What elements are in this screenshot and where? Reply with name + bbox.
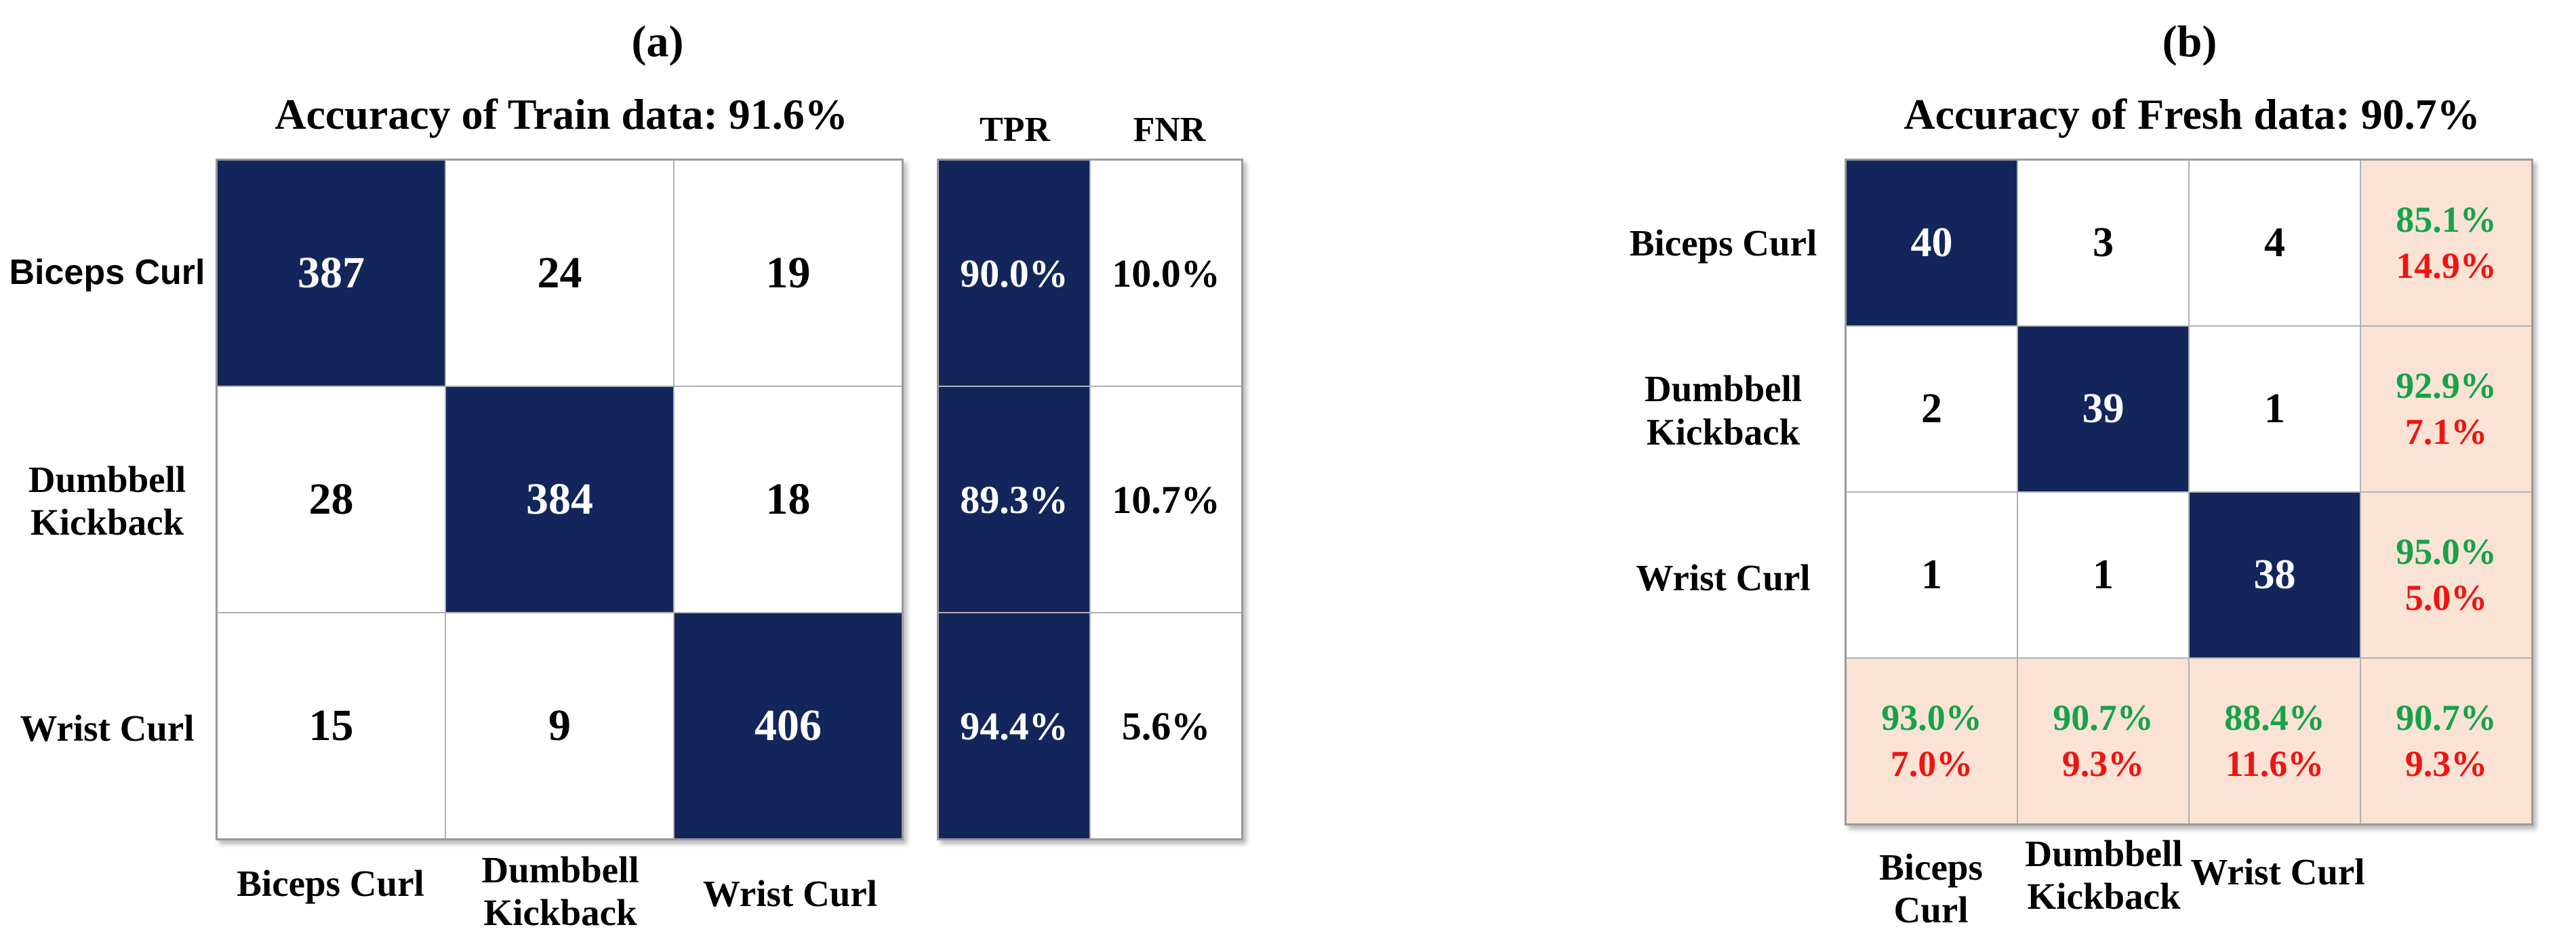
- ppv-value: 88.4%: [2224, 697, 2325, 738]
- tpr-fnr-table: 90.0% 10.0% 89.3% 10.7% 94.4% 5.6%: [937, 159, 1243, 840]
- matrix-a-cell-r1c1: 384: [445, 386, 675, 613]
- fnr-value: 14.9%: [2396, 245, 2497, 286]
- matrix-b-cell-r0c2: 4: [2188, 159, 2361, 327]
- tpr-value: 95.0%: [2396, 531, 2497, 572]
- confusion-matrix-train: 387 24 19 28 384 18 15 9 406: [216, 159, 904, 840]
- fdr-value: 9.3%: [2061, 743, 2145, 784]
- ppv-value: 90.7%: [2053, 697, 2154, 738]
- panel-a-row-label-biceps-curl: Biceps Curl: [9, 253, 205, 293]
- panel-b-row-label-wrist-curl: Wrist Curl: [1636, 556, 1811, 598]
- matrix-b-col-summary-2: 88.4% 11.6%: [2188, 657, 2361, 825]
- fdr-value: 11.6%: [2225, 743, 2325, 784]
- panel-a-label: (a): [631, 17, 684, 66]
- tpr-cell-row1: 89.3%: [937, 386, 1091, 613]
- matrix-b-cell-r1c1: 39: [2017, 325, 2190, 493]
- ppv-value: 93.0%: [1881, 697, 1982, 738]
- panel-b-row-label-biceps-curl: Biceps Curl: [1629, 222, 1817, 264]
- tpr-column-header: TPR: [980, 110, 1050, 149]
- matrix-a-cell-r2c0: 15: [216, 612, 446, 840]
- matrix-a-cell-r1c0: 28: [216, 386, 446, 613]
- matrix-b-cell-r1c0: 2: [1845, 325, 2018, 493]
- panel-a-col-label-wrist-curl: Wrist Curl: [702, 873, 878, 914]
- matrix-b-cell-r2c2: 38: [2188, 491, 2361, 659]
- matrix-a-cell-r0c0: 387: [216, 159, 446, 387]
- matrix-b-cell-r1c2: 1: [2188, 325, 2361, 493]
- tpr-value: 92.9%: [2396, 365, 2497, 406]
- matrix-a-cell-r1c2: 18: [673, 386, 904, 613]
- fnr-column-header: FNR: [1133, 110, 1206, 149]
- panel-a-row-label-wrist-curl: Wrist Curl: [20, 708, 195, 750]
- panel-b-row-label-dumbbell-kickback: Dumbbell Kickback: [1644, 368, 1803, 453]
- fnr-value: 5.0%: [2404, 577, 2488, 618]
- matrix-b-overall-summary: 90.7% 9.3%: [2360, 657, 2533, 825]
- panel-a-col-label-biceps-curl: Biceps Curl: [237, 863, 424, 904]
- matrix-b-col-summary-1: 90.7% 9.3%: [2017, 657, 2190, 825]
- panel-b-label: (b): [2162, 17, 2217, 66]
- fnr-value: 7.1%: [2404, 411, 2488, 452]
- matrix-a-cell-r0c1: 24: [445, 159, 675, 387]
- tpr-value: 85.1%: [2396, 199, 2497, 240]
- matrix-b-cell-r0c0: 40: [1845, 159, 2018, 327]
- panel-b-title: Accuracy of Fresh data: 90.7%: [1904, 90, 2480, 138]
- fnr-cell-row1: 10.7%: [1089, 386, 1243, 613]
- tpr-cell-row2: 94.4%: [937, 612, 1091, 840]
- matrix-b-row-summary-2: 95.0% 5.0%: [2360, 491, 2533, 659]
- matrix-b-row-summary-0: 85.1% 14.9%: [2360, 159, 2533, 327]
- matrix-b-col-summary-0: 93.0% 7.0%: [1845, 657, 2018, 825]
- matrix-b-cell-r0c1: 3: [2017, 159, 2190, 327]
- overall-error-value: 9.3%: [2404, 743, 2488, 784]
- panel-a-title: Accuracy of Train data: 91.6%: [275, 90, 848, 138]
- fdr-value: 7.0%: [1890, 743, 1973, 784]
- panel-b-col-label-dumbbell-kickback: Dumbbell Kickback: [2025, 833, 2183, 918]
- matrix-a-cell-r0c2: 19: [673, 159, 904, 387]
- panel-a-row-label-dumbbell-kickback: Dumbbell Kickback: [28, 458, 186, 543]
- panel-a-col-label-dumbbell-kickback: Dumbbell Kickback: [481, 849, 639, 934]
- confusion-matrix-fresh: 40 3 4 85.1% 14.9% 2 39 1 92.9% 7.1% 1: [1845, 159, 2533, 825]
- matrix-b-row-summary-1: 92.9% 7.1%: [2360, 325, 2533, 493]
- fnr-cell-row2: 5.6%: [1089, 612, 1243, 840]
- matrix-b-cell-r2c1: 1: [2017, 491, 2190, 659]
- panel-b-col-label-biceps-curl: Biceps Curl: [1879, 846, 1983, 931]
- tpr-cell-row0: 90.0%: [937, 159, 1091, 387]
- matrix-b-cell-r2c0: 1: [1845, 491, 2018, 659]
- matrix-a-cell-r2c2: 406: [673, 612, 904, 840]
- overall-accuracy-value: 90.7%: [2396, 697, 2497, 738]
- panel-b-col-label-wrist-curl: Wrist Curl: [2190, 851, 2365, 893]
- fnr-cell-row0: 10.0%: [1089, 159, 1243, 387]
- matrix-a-cell-r2c1: 9: [445, 612, 675, 840]
